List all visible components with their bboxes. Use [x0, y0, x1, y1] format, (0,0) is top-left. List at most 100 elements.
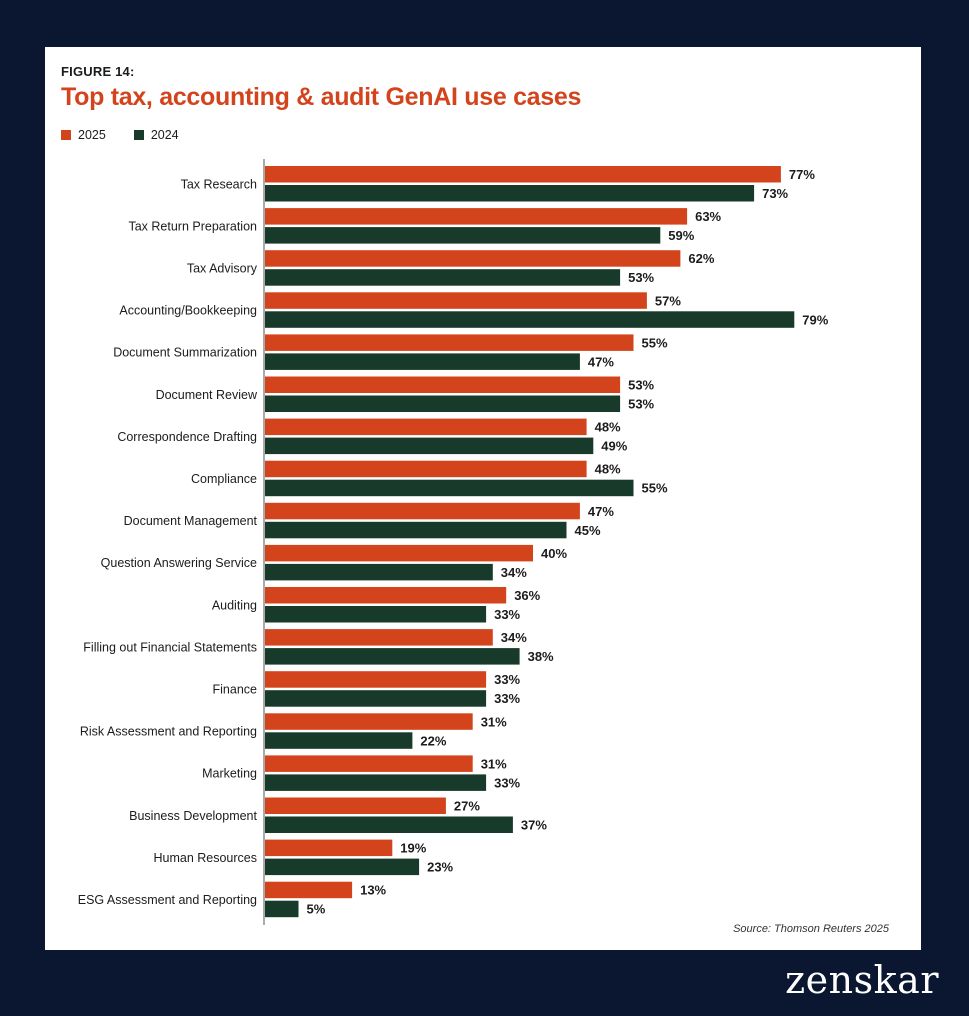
- data-label-2024: 55%: [642, 481, 668, 496]
- category-label: Auditing: [212, 598, 257, 612]
- bar-2024: [265, 437, 594, 455]
- data-label-2025: 33%: [494, 672, 520, 687]
- category-label: Human Resources: [153, 851, 257, 865]
- bar-2024: [265, 353, 580, 370]
- data-label-2025: 13%: [360, 883, 386, 898]
- bar-2025: [265, 376, 621, 393]
- data-label-2025: 48%: [595, 420, 621, 435]
- data-label-2025: 57%: [655, 293, 681, 308]
- data-label-2025: 53%: [628, 378, 654, 393]
- bar-2025: [265, 629, 493, 646]
- category-label: Business Development: [129, 809, 257, 823]
- category-label: ESG Assessment and Reporting: [78, 893, 257, 907]
- bar-2024: [265, 269, 621, 286]
- data-label-2024: 33%: [494, 607, 520, 622]
- data-label-2024: 49%: [601, 439, 627, 454]
- category-label: Tax Advisory: [187, 261, 258, 275]
- bar-2024: [265, 816, 513, 833]
- data-label-2024: 22%: [420, 733, 446, 748]
- data-label-2024: 38%: [528, 649, 554, 664]
- bar-2024: [265, 311, 795, 328]
- brand-logo: zenskar: [785, 958, 939, 1002]
- data-label-2024: 34%: [501, 565, 527, 580]
- data-label-2025: 77%: [789, 167, 815, 182]
- bar-2025: [265, 502, 580, 520]
- bar-2024: [265, 479, 634, 497]
- data-label-2025: 47%: [588, 504, 614, 519]
- category-label: Risk Assessment and Reporting: [80, 725, 257, 739]
- category-label: Correspondence Drafting: [117, 430, 257, 444]
- bar-2025: [265, 460, 587, 478]
- bar-2024: [265, 690, 487, 707]
- bar-2025: [265, 250, 681, 267]
- bar-2024: [265, 858, 420, 876]
- legend-label-2025: 2025: [78, 128, 106, 142]
- data-label-2024: 79%: [802, 312, 828, 327]
- category-label: Document Summarization: [113, 346, 257, 360]
- bar-chart-plot: Tax Research 77%73% Tax Return Preparation…: [78, 159, 829, 925]
- data-label-2024: 73%: [762, 186, 788, 201]
- legend-label-2024: 2024: [150, 128, 179, 142]
- data-label-2024: 59%: [668, 228, 694, 243]
- bar-2025: [265, 797, 446, 814]
- bar-2025: [265, 713, 473, 730]
- data-label-2025: 31%: [481, 714, 507, 729]
- bar-2025: [265, 671, 487, 688]
- category-label: Compliance: [191, 472, 257, 486]
- data-label-2025: 31%: [481, 756, 507, 771]
- data-label-2024: 47%: [588, 354, 614, 369]
- data-label-2025: 55%: [642, 335, 668, 350]
- category-label: Marketing: [202, 767, 257, 781]
- bar-2025: [265, 418, 587, 436]
- chart-title: Top tax, accounting & audit GenAI use ca…: [61, 83, 582, 111]
- chart-card: FIGURE 14: Top tax, accounting & audit G…: [45, 47, 921, 950]
- chart-legend: 2025 2024: [61, 128, 207, 142]
- bar-2024: [265, 521, 567, 539]
- bar-2024: [265, 900, 299, 918]
- data-label-2024: 5%: [307, 902, 326, 917]
- data-label-2024: 53%: [628, 270, 654, 285]
- bar-2024: [265, 606, 487, 623]
- data-label-2025: 63%: [695, 209, 721, 224]
- bar-2025: [265, 208, 688, 225]
- bar-2025: [265, 544, 533, 562]
- data-label-2025: 27%: [454, 799, 480, 814]
- bar-2025: [265, 755, 473, 772]
- bar-2025: [265, 334, 634, 351]
- category-label: Tax Research: [181, 177, 257, 191]
- data-label-2025: 19%: [400, 841, 426, 856]
- legend-item-2024: 2024: [133, 128, 179, 142]
- category-label: Document Review: [156, 388, 258, 402]
- bar-2024: [265, 227, 661, 244]
- bar-2024: [265, 774, 487, 791]
- bar-2025: [265, 881, 353, 899]
- data-label-2024: 23%: [427, 860, 453, 875]
- figure-label: FIGURE 14:: [61, 64, 135, 79]
- data-label-2024: 33%: [494, 775, 520, 790]
- bar-2024: [265, 185, 755, 202]
- category-label: Finance: [213, 682, 258, 696]
- bar-2025: [265, 166, 781, 183]
- data-label-2024: 37%: [521, 818, 547, 833]
- category-label: Accounting/Bookkeeping: [119, 304, 257, 318]
- bar-2025: [265, 587, 507, 604]
- data-label-2025: 62%: [688, 251, 714, 266]
- data-label-2024: 33%: [494, 691, 520, 706]
- bar-2025: [265, 292, 647, 309]
- category-label: Document Management: [124, 514, 258, 528]
- bar-2025: [265, 839, 393, 857]
- bar-2024: [265, 648, 520, 665]
- category-label: Tax Return Preparation: [128, 219, 257, 233]
- data-label-2025: 36%: [514, 588, 540, 603]
- bar-2024: [265, 732, 413, 749]
- data-label-2024: 53%: [628, 397, 654, 412]
- data-label-2024: 45%: [575, 523, 601, 538]
- data-label-2025: 34%: [501, 630, 527, 645]
- data-label-2025: 40%: [541, 546, 567, 561]
- category-label: Filling out Financial Statements: [83, 640, 257, 654]
- source-note: Source: Thomson Reuters 2025: [733, 923, 889, 935]
- legend-swatch-2025: [61, 130, 71, 140]
- bar-2024: [265, 395, 621, 412]
- category-label: Question Answering Service: [101, 556, 257, 570]
- legend-item-2025: 2025: [61, 128, 106, 142]
